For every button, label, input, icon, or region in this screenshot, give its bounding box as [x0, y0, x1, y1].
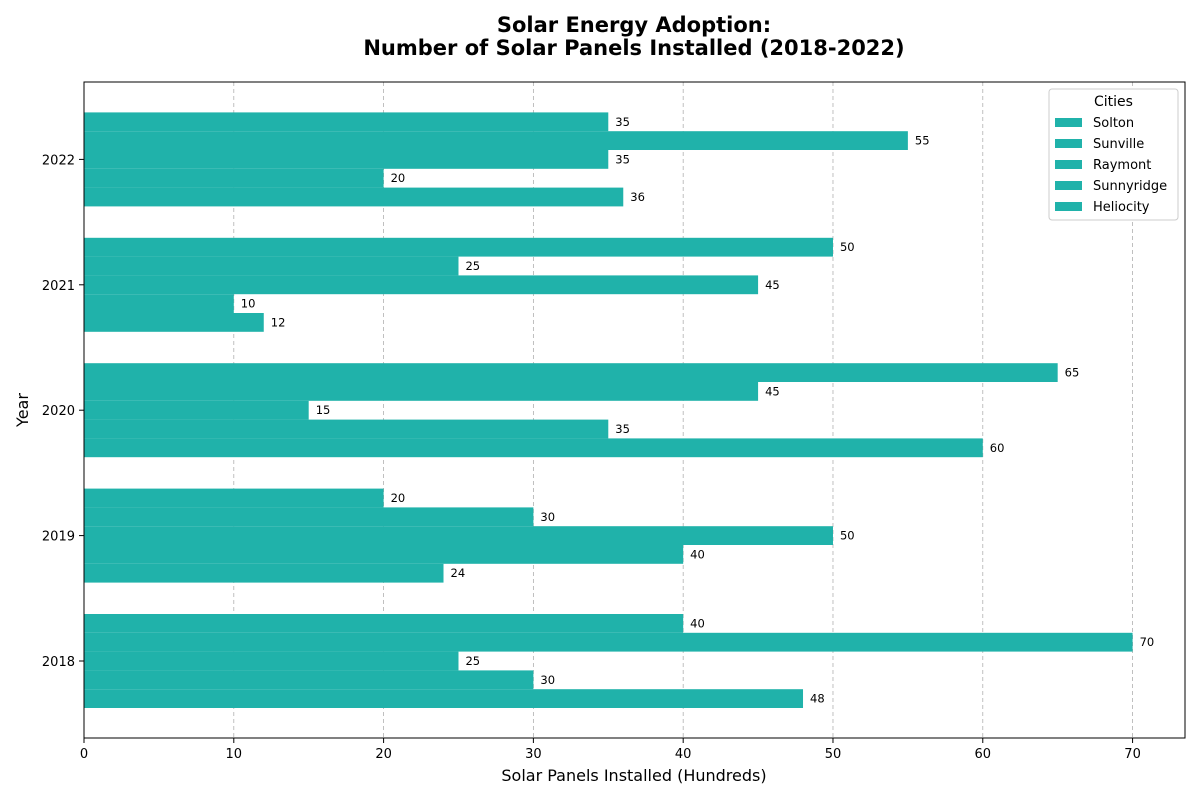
bar-value-label: 15: [316, 403, 331, 417]
legend-label: Heliocity: [1093, 200, 1150, 215]
bar: [84, 689, 804, 708]
x-tick-label: 0: [80, 747, 88, 762]
y-tick-label: 2020: [42, 404, 75, 419]
bar-value-label: 70: [1140, 635, 1155, 649]
bar-value-label: 36: [630, 190, 645, 204]
x-tick-label: 70: [1124, 747, 1141, 762]
x-tick-label: 20: [375, 747, 392, 762]
bar-value-label: 30: [540, 510, 555, 524]
bar: [84, 563, 444, 583]
bars: [84, 112, 1133, 708]
legend-label: Raymont: [1093, 158, 1151, 173]
bar-value-label: 30: [540, 673, 555, 687]
bar-value-label: 25: [465, 259, 480, 273]
bar: [84, 150, 609, 169]
bar: [84, 545, 684, 564]
bar-value-label: 50: [840, 529, 855, 543]
x-axis-label: Solar Panels Installed (Hundreds): [501, 766, 766, 785]
bar-value-label: 50: [840, 240, 855, 254]
y-tick-label: 2019: [42, 530, 75, 545]
bar: [84, 632, 1133, 652]
y-tick-label: 2018: [42, 655, 75, 670]
legend-swatch: [1055, 181, 1082, 190]
legend-swatch: [1055, 160, 1082, 169]
bar-value-label: 48: [810, 692, 825, 706]
bar: [84, 313, 264, 332]
y-axis-ticks: 2018 2019 2020 2021 2022: [42, 153, 84, 670]
bar-value-label: 40: [690, 547, 705, 561]
bar: [84, 507, 534, 527]
bar-value-label: 35: [615, 115, 630, 129]
data-labels: 48 30 25 70 40 24 40 50 30 20 60 35 15 45 65 12 10 45 25 50…: [241, 115, 1154, 706]
bar-value-label: 60: [990, 441, 1005, 455]
bar: [84, 275, 759, 295]
bar: [84, 651, 459, 671]
bar-value-label: 40: [690, 616, 705, 630]
x-tick-label: 10: [226, 747, 243, 762]
bar: [84, 131, 908, 150]
bar-value-label: 45: [765, 384, 780, 398]
legend-swatch: [1055, 139, 1082, 148]
bar: [84, 438, 983, 458]
bar-value-label: 65: [1065, 366, 1080, 380]
bar-value-label: 24: [451, 566, 466, 580]
bar: [84, 526, 833, 545]
legend-label: Solton: [1093, 116, 1134, 131]
legend-label: Sunnyridge: [1093, 179, 1167, 194]
x-tick-label: 50: [825, 747, 842, 762]
legend-label: Sunville: [1093, 137, 1144, 152]
x-tick-label: 60: [975, 747, 992, 762]
y-axis-label: Year: [13, 393, 32, 428]
bar-value-label: 55: [915, 134, 930, 148]
bar-value-label: 35: [615, 422, 630, 436]
bar: [84, 488, 384, 508]
legend-swatch: [1055, 202, 1082, 211]
bar: [84, 168, 384, 188]
bar: [84, 294, 234, 313]
y-tick-label: 2021: [42, 279, 75, 294]
legend-title: Cities: [1094, 94, 1133, 110]
bar: [84, 614, 684, 633]
bar: [84, 670, 534, 690]
chart-title-line1: Solar Energy Adoption:: [497, 13, 771, 37]
bar: [84, 237, 833, 257]
bar: [84, 419, 609, 439]
x-tick-label: 30: [525, 747, 542, 762]
bar-value-label: 20: [391, 491, 406, 505]
bar-value-label: 12: [271, 315, 286, 329]
bar-value-label: 10: [241, 297, 256, 311]
y-tick-label: 2022: [42, 153, 75, 168]
x-axis-ticks: 0 10 20 30 40 50 60 70: [80, 738, 1141, 762]
x-tick-label: 40: [675, 747, 692, 762]
bar: [84, 400, 309, 420]
bar-value-label: 25: [465, 654, 480, 668]
bar: [84, 187, 624, 207]
bar: [84, 363, 1058, 382]
legend: Cities Solton Sunville Raymont Sunnyridge Hel…: [1048, 88, 1179, 221]
bar: [84, 382, 759, 401]
chart-title-line2: Number of Solar Panels Installed (2018-2…: [363, 36, 904, 60]
bar: [84, 112, 609, 132]
bar-value-label: 20: [391, 171, 406, 185]
bar-value-label: 45: [765, 278, 780, 292]
bar-value-label: 35: [615, 152, 630, 166]
legend-swatch: [1055, 118, 1082, 127]
bar: [84, 256, 459, 276]
